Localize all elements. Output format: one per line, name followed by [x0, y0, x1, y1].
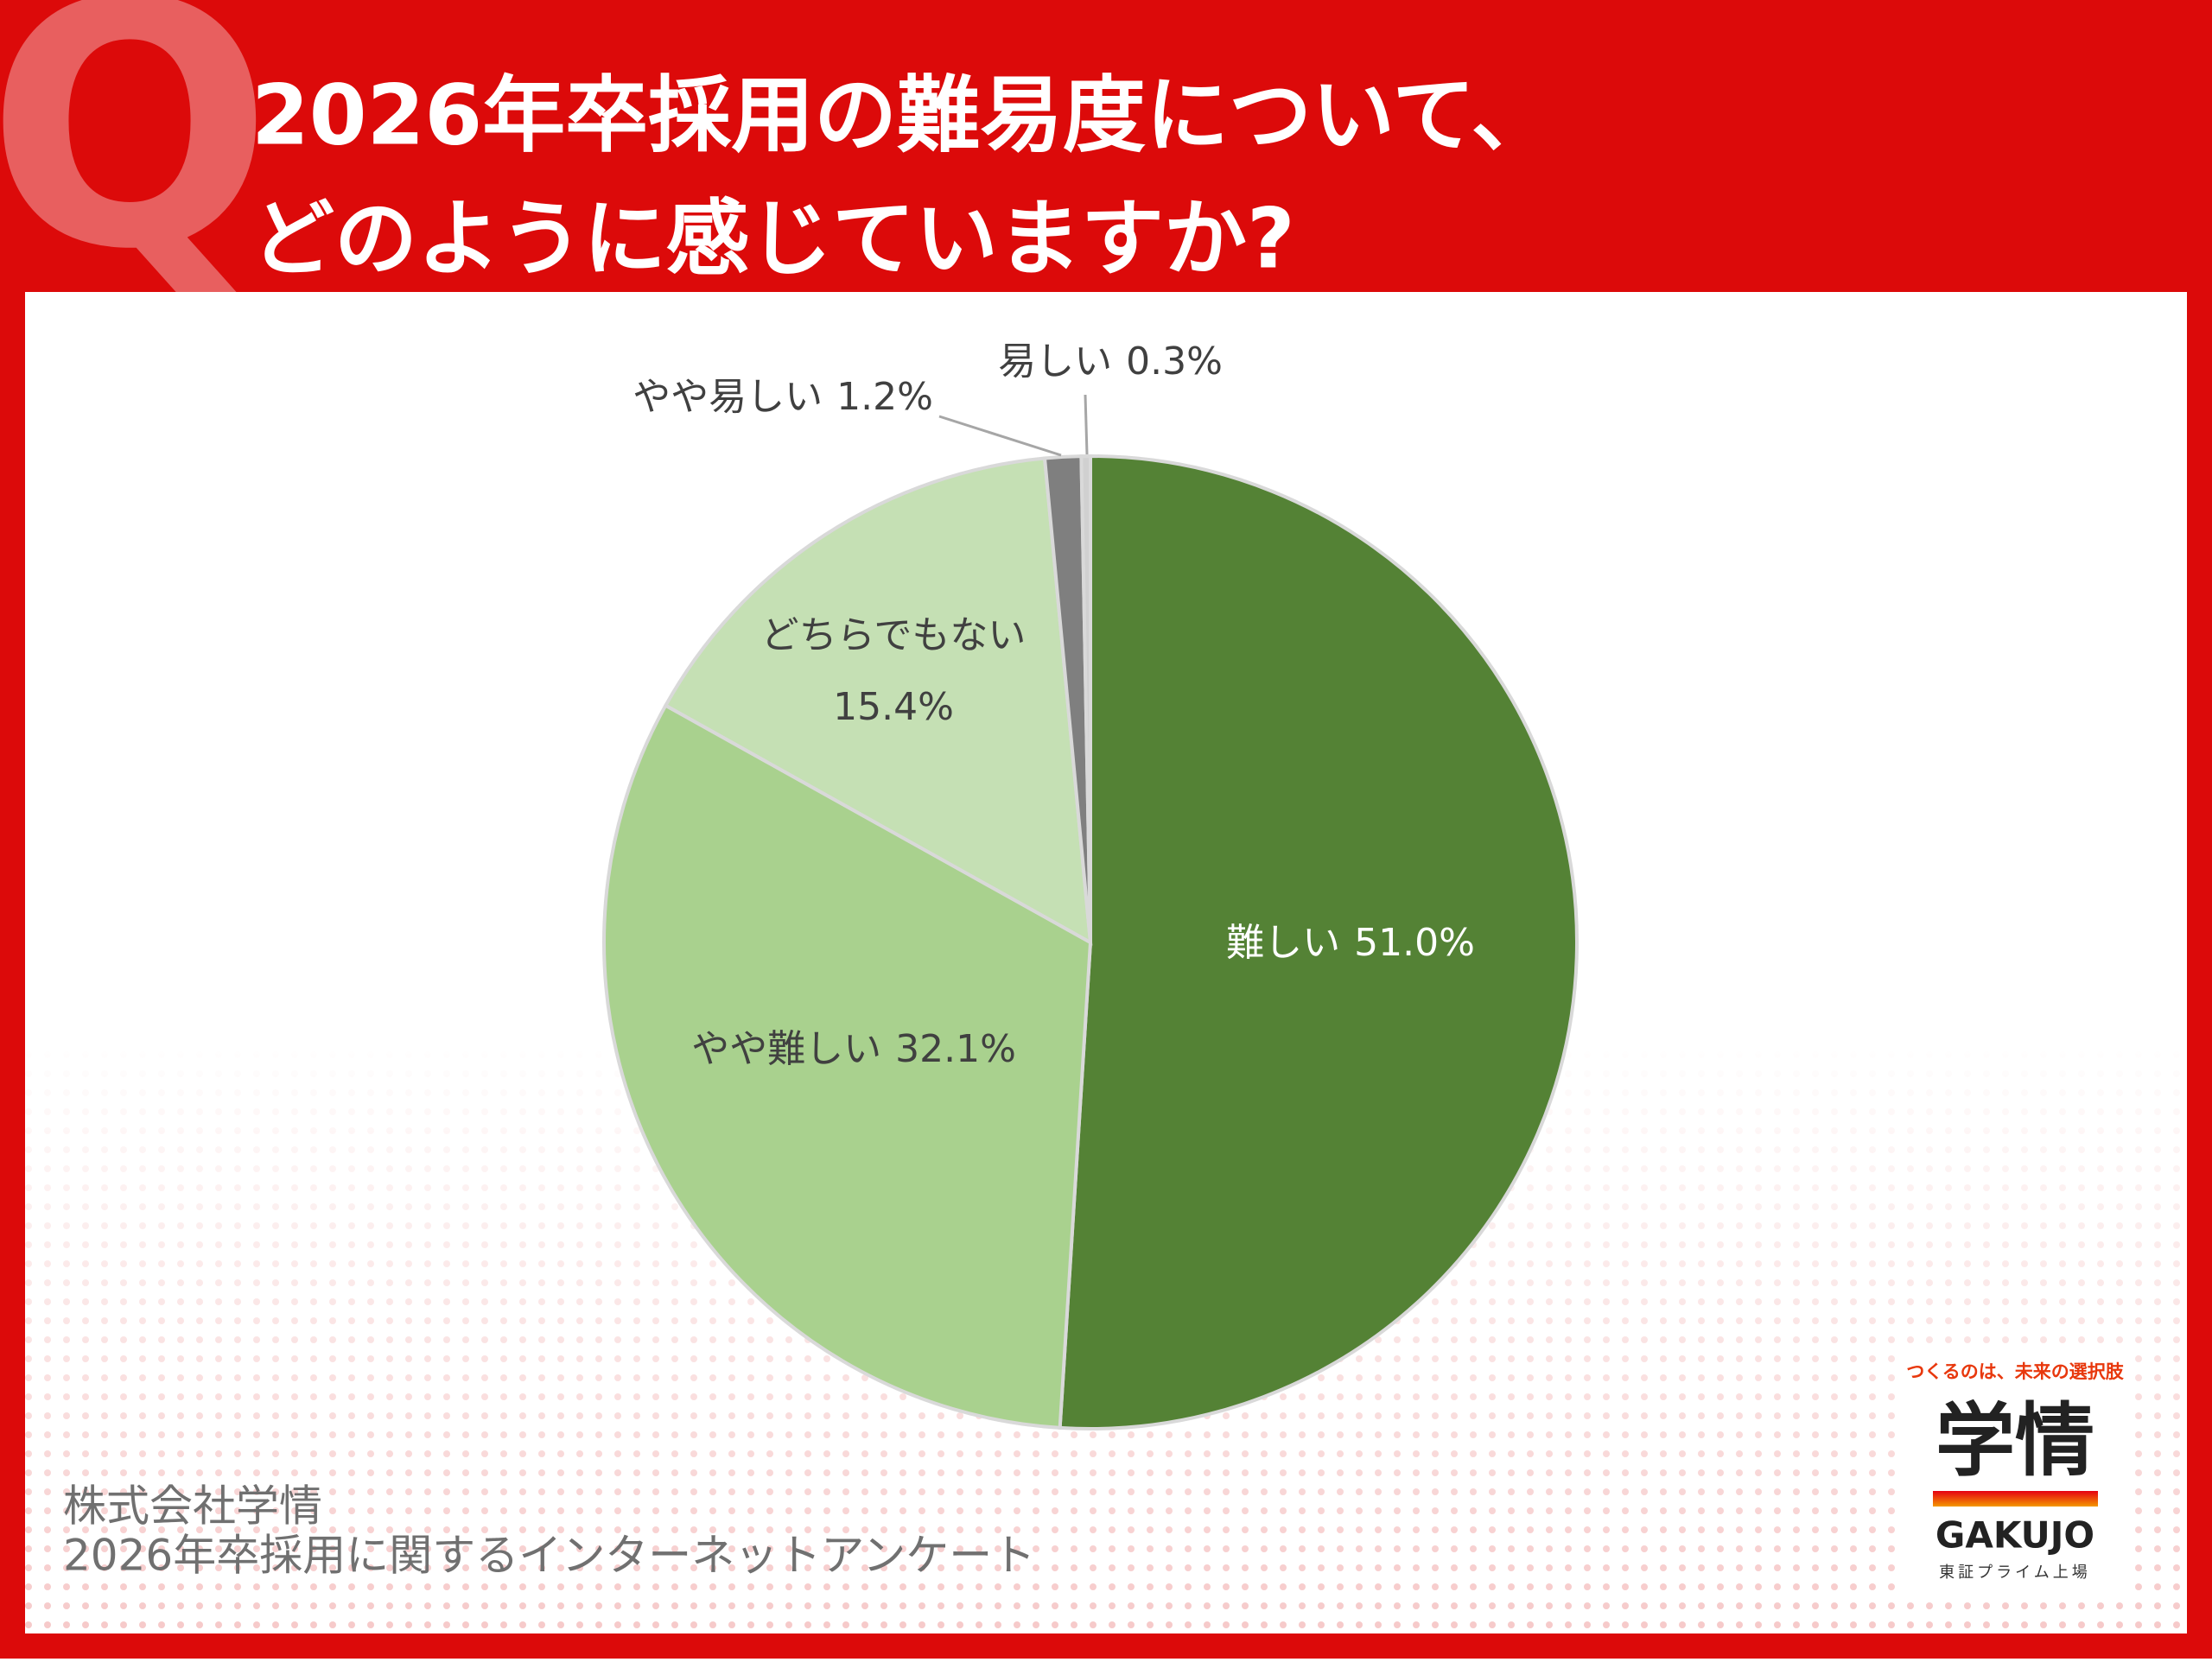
slice-value: 1.2%	[836, 375, 933, 419]
slice-value: 51.0%	[1354, 921, 1475, 965]
logo-name: 学情	[1936, 1394, 2094, 1487]
logo-roman: GAKUJO	[1936, 1514, 2094, 1557]
leader-line	[938, 415, 1062, 457]
pie-slice	[663, 456, 1093, 946]
slice-category: やや難しい	[691, 1027, 881, 1071]
logo-tagline: つくるのは、未来の選択肢	[1906, 1361, 2125, 1382]
slice-value: 15.4%	[833, 685, 954, 729]
slice-label: やや易しい 1.2%	[632, 375, 933, 419]
slice-label: やや難しい 32.1%	[691, 1027, 1016, 1071]
slice-value: 0.3%	[1126, 339, 1223, 384]
slice-value: 32.1%	[895, 1027, 1016, 1071]
pie-slice	[1058, 454, 1579, 1430]
pie-slice	[1079, 454, 1092, 943]
logo-box	[1901, 1348, 2129, 1598]
leader-line	[1084, 394, 1089, 455]
pie-slice	[602, 702, 1093, 1430]
slice-category: やや易しい	[632, 375, 823, 419]
pie-chart: 難しい 51.0% やや難しい 32.1% どちらでもない 15.4% やや易しい 1.2% 易…	[602, 339, 1579, 1430]
title: 2026年卒採用の難易度について、	[251, 67, 1554, 163]
logo-bar	[1933, 1491, 2098, 1507]
logo-note: 東証プライム上場	[1939, 1564, 2091, 1582]
slice-label: 易しい 0.3%	[998, 339, 1223, 384]
q-mark: Q	[0, 0, 273, 323]
slice-category: 易しい	[998, 339, 1112, 384]
footer-text: 2026年卒採用に関するインターネットアンケート	[63, 1531, 1035, 1581]
slice-category: 難しい	[1226, 921, 1340, 965]
slice-label: 難しい 51.0%	[1226, 921, 1475, 965]
title: どのように感じていますか?	[251, 190, 1295, 287]
footer-text: 株式会社学情	[63, 1481, 322, 1532]
slice-category: どちらでもない	[761, 613, 1027, 657]
